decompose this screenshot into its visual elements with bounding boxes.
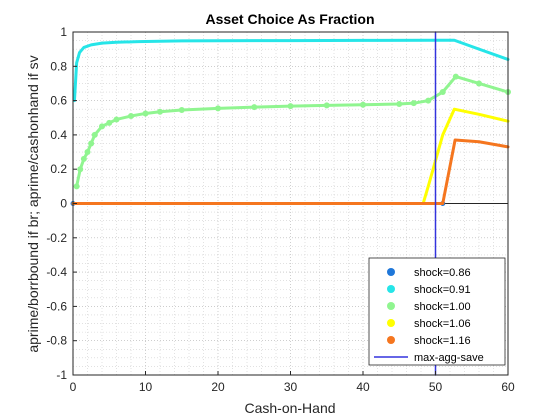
series-shock-1-00-point [476,80,482,87]
series-shock-1-00-point [410,100,417,107]
series-shock-1-00-point [106,119,113,126]
legend-items: shock=0.86 shock=0.91 shock=1.00 shock=1.06… [374,267,484,364]
series-shock-1-00-point [360,101,366,108]
legend-swatch-shock-0-86 [387,268,395,276]
x-tick-label: 20 [211,380,225,394]
x-tick-label: 10 [139,380,153,394]
legend-label-shock-0-86: shock=0.86 [414,267,471,279]
y-tick-label: -0.8 [46,334,67,348]
series-shock-1-00-point [80,155,87,162]
y-tick-label: -1 [56,368,67,382]
x-tick-label: 60 [501,380,515,394]
series-layer [70,31,511,376]
legend-label-shock-0-91: shock=0.91 [414,284,471,296]
series-shock-1-00-point [323,102,330,109]
series-shock-1-00-point [142,110,149,117]
series-shock-1-00-point [128,113,134,120]
y-axis-label: aprime/borrbound if br; aprime/cashonhan… [25,55,41,352]
x-tick-label: 0 [70,380,77,394]
series-shock-1-00-point [425,97,432,104]
series-shock-1-00-point [88,140,95,147]
x-tick-label: 40 [356,380,370,394]
legend-swatch-shock-1-00 [387,302,395,310]
series-shock-0-91-line [72,38,510,103]
series-shock-1-00-point [73,183,80,190]
series-shock-1-00-point [77,166,84,173]
x-tick-label: 30 [284,380,298,394]
legend-swatch-shock-1-06 [387,319,395,327]
y-tick-label: 0.4 [50,128,67,142]
series-shock-1-00-point [113,116,120,123]
y-ticks: -1 -0.8 -0.6 -0.4 -0.2 0 0.2 0.4 0.6 0.8 1 [46,25,77,382]
series-shock-1-06-line [71,107,510,205]
y-tick-label: -0.4 [46,265,67,279]
legend-label-shock-1-06: shock=1.06 [414,318,471,330]
x-axis-label: Cash-on-Hand [244,400,335,416]
y-tick-label: 0.8 [50,59,67,73]
series-shock-1-00-point [215,105,221,112]
y-tick-label: 0.6 [50,94,67,108]
legend-label-shock-1-16: shock=1.16 [414,335,471,347]
series-shock-1-16-line [71,138,510,205]
series-shock-1-00-point [439,89,446,96]
series-shock-1-00-point [251,104,258,111]
chart-title: Asset Choice As Fraction [205,11,374,27]
series-shock-1-00-point [287,103,294,110]
x-ticks: 0 10 20 30 40 50 60 [70,371,515,394]
legend-swatch-shock-0-91 [387,285,395,293]
series-shock-1-00-point [157,108,163,115]
y-tick-label: 0 [60,197,67,211]
series-shock-1-00-point [396,101,403,108]
x-tick-label: 50 [429,380,443,394]
y-tick-label: -0.2 [46,231,67,245]
legend: shock=0.86 shock=0.91 shock=1.00 shock=1.06… [368,257,506,366]
y-tick-label: 1 [60,25,67,39]
series-shock-1-00-point [178,107,185,114]
y-tick-label: -0.6 [46,299,67,313]
series-shock-1-00-point [84,149,91,156]
series-shock-1-00-point [452,73,459,80]
series-shock-1-00-point [91,131,98,138]
legend-label-max-agg-save: max-agg-save [414,352,484,364]
y-tick-label: 0.2 [50,162,67,176]
legend-label-shock-1-00: shock=1.00 [414,301,471,313]
series-shock-1-00-point [99,123,105,130]
legend-swatch-shock-1-16 [387,336,395,344]
